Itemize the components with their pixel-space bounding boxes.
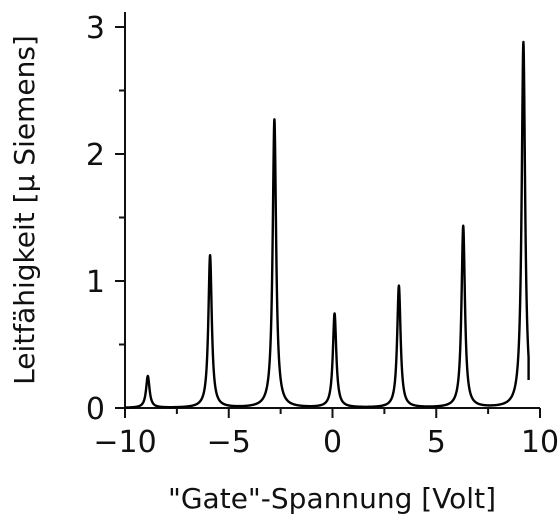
x-tick-label: −5 xyxy=(207,425,251,460)
y-tick-label: 1 xyxy=(86,265,105,300)
plot-area: −10 −5 0 5 10 0 1 2 3 xyxy=(86,11,559,460)
tick-labels: −10 −5 0 5 10 0 1 2 3 xyxy=(86,11,559,460)
series-line xyxy=(124,40,530,409)
x-tick-label: 0 xyxy=(323,425,342,460)
x-axis-title: "Gate"-Spannung [Volt] xyxy=(168,482,496,515)
y-tick-label: 0 xyxy=(86,392,105,427)
y-tick-label: 3 xyxy=(86,11,105,46)
ticks xyxy=(115,26,541,418)
x-tick-label: 5 xyxy=(427,425,446,460)
x-tick-label: −10 xyxy=(93,425,156,460)
y-axis-title: Leitfähigkeit [µ Siemens] xyxy=(8,35,41,385)
y-tick-label: 2 xyxy=(86,138,105,173)
x-tick-label: 10 xyxy=(521,425,559,460)
